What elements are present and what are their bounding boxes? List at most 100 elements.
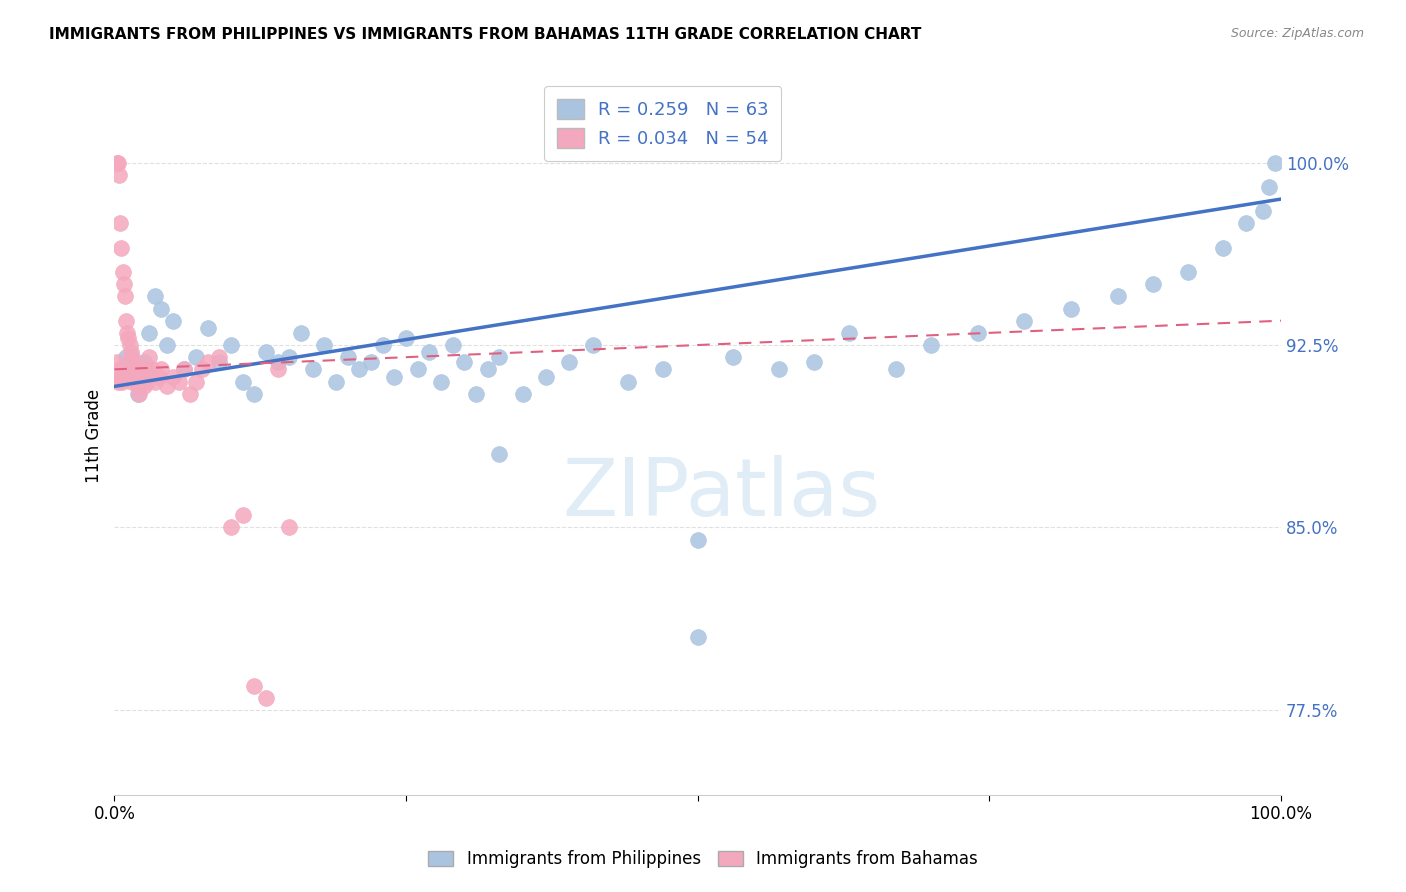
Point — [884, 362, 907, 376]
Point — [143, 375, 166, 389]
Point — [117, 331, 139, 345]
Point — [534, 369, 557, 384]
Point — [314, 338, 336, 352]
Point — [721, 350, 744, 364]
Point — [191, 362, 214, 376]
Point — [110, 369, 132, 384]
Point — [278, 520, 301, 534]
Point — [114, 289, 136, 303]
Point — [254, 345, 277, 359]
Point — [150, 301, 173, 316]
Point — [124, 368, 146, 382]
Point — [111, 375, 134, 389]
Point — [651, 362, 673, 376]
Point — [232, 508, 254, 523]
Point — [336, 350, 359, 364]
Point — [465, 386, 488, 401]
Point — [117, 326, 139, 340]
Point — [219, 338, 242, 352]
Point — [1177, 265, 1199, 279]
Point — [108, 168, 131, 182]
Point — [105, 155, 128, 169]
Point — [179, 386, 201, 401]
Point — [301, 362, 323, 376]
Point — [162, 369, 184, 384]
Point — [406, 362, 429, 376]
Point — [112, 277, 135, 292]
Point — [382, 369, 405, 384]
Point — [1253, 204, 1275, 219]
Point — [156, 338, 179, 352]
Point — [108, 362, 131, 376]
Point — [616, 375, 638, 389]
Point — [184, 350, 207, 364]
Point — [208, 355, 231, 369]
Point — [1107, 289, 1129, 303]
Point — [105, 355, 128, 369]
Point — [107, 375, 129, 389]
Point — [129, 369, 152, 384]
Point — [371, 338, 394, 352]
Point — [686, 533, 709, 547]
Point — [110, 241, 132, 255]
Point — [453, 355, 475, 369]
Point — [1234, 216, 1257, 230]
Point — [267, 362, 290, 376]
Point — [167, 375, 190, 389]
Y-axis label: 11th Grade: 11th Grade — [86, 389, 103, 483]
Point — [430, 375, 453, 389]
Point — [148, 369, 170, 384]
Point — [243, 386, 266, 401]
Legend: Immigrants from Philippines, Immigrants from Bahamas: Immigrants from Philippines, Immigrants … — [422, 844, 984, 875]
Point — [107, 155, 129, 169]
Point — [488, 448, 510, 462]
Point — [132, 355, 155, 369]
Point — [128, 386, 150, 401]
Point — [141, 362, 163, 376]
Point — [349, 362, 371, 376]
Point — [1264, 155, 1286, 169]
Point — [125, 375, 148, 389]
Point — [197, 355, 219, 369]
Point — [325, 375, 347, 389]
Point — [512, 386, 534, 401]
Point — [173, 362, 195, 376]
Point — [138, 350, 160, 364]
Point — [173, 362, 195, 376]
Point — [441, 338, 464, 352]
Point — [686, 630, 709, 644]
Point — [111, 265, 134, 279]
Point — [1258, 180, 1281, 194]
Point — [127, 386, 149, 401]
Point — [1142, 277, 1164, 292]
Point — [254, 690, 277, 705]
Point — [121, 350, 143, 364]
Point — [115, 350, 138, 364]
Point — [290, 326, 312, 340]
Point — [360, 355, 382, 369]
Point — [488, 350, 510, 364]
Point — [966, 326, 988, 340]
Point — [120, 345, 142, 359]
Point — [115, 314, 138, 328]
Point — [138, 326, 160, 340]
Point — [134, 362, 156, 376]
Text: IMMIGRANTS FROM PHILIPPINES VS IMMIGRANTS FROM BAHAMAS 11TH GRADE CORRELATION CH: IMMIGRANTS FROM PHILIPPINES VS IMMIGRANT… — [49, 27, 921, 42]
Point — [838, 326, 860, 340]
Point — [920, 338, 942, 352]
Point — [135, 362, 157, 376]
Point — [184, 375, 207, 389]
Point — [803, 355, 825, 369]
Point — [128, 369, 150, 384]
Point — [278, 350, 301, 364]
Point — [1060, 301, 1083, 316]
Point — [558, 355, 581, 369]
Point — [156, 379, 179, 393]
Point — [110, 216, 132, 230]
Point — [150, 362, 173, 376]
Point — [136, 375, 159, 389]
Point — [1014, 314, 1036, 328]
Point — [267, 355, 290, 369]
Text: Source: ZipAtlas.com: Source: ZipAtlas.com — [1230, 27, 1364, 40]
Point — [118, 338, 141, 352]
